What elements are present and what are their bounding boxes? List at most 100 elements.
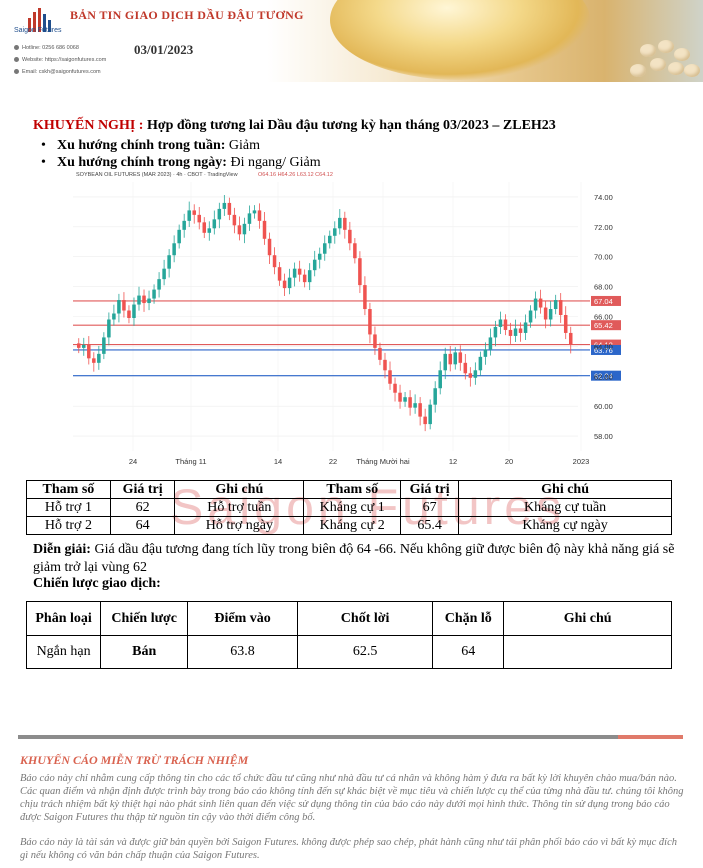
weekly-trend: Xu hướng chính trong tuần: Giảm <box>41 138 260 154</box>
candle-body <box>152 289 156 299</box>
candle-body <box>257 210 262 221</box>
candle-body <box>378 347 382 360</box>
levels-cell: 62 <box>109 498 176 517</box>
candle-body <box>222 202 227 209</box>
candle-body <box>333 228 337 236</box>
candle-body <box>102 337 106 354</box>
x-tick-label: 12 <box>449 457 457 466</box>
candle-body <box>322 243 327 254</box>
levels-cell: Kháng cự 2 <box>303 516 402 535</box>
chart-x-axis: 24 Tháng 11 14 22 Tháng Mười hai 12 20 2023 <box>129 457 590 466</box>
strategy-header-row: Phân loại Chiến lược Điểm vào Chốt lời Chặn … <box>25 601 672 636</box>
strategy-title: Chiến lược giao dịch: <box>33 576 161 591</box>
candle-body <box>317 253 322 260</box>
candle-body <box>92 358 96 363</box>
candle-body <box>423 416 427 425</box>
level-label: 65.42 <box>594 321 613 330</box>
levels-cell: Hỗ trợ 1 <box>26 498 111 517</box>
candle-body <box>503 319 508 330</box>
levels-cell: 64 <box>109 516 176 535</box>
candle-body <box>408 397 412 408</box>
recommendation-heading: KHUYẾN NGHỊ : Hợp đồng tương lai Dầu đậu… <box>33 118 556 134</box>
level-tag <box>591 320 621 331</box>
candle-body <box>82 344 86 348</box>
candle-body <box>187 210 191 221</box>
candle-body <box>383 359 387 371</box>
candle-body <box>77 343 81 348</box>
candle-body <box>112 313 116 320</box>
strategy-table: Phân loại Chiến lược Điểm vào Chốt lời Chặn … <box>25 601 672 669</box>
candle-body <box>292 268 297 278</box>
website-text: Website: https://saigonfutures.com <box>22 57 107 63</box>
levels-header-cell: Giá trị <box>400 480 460 499</box>
explanation-label: Diễn giải: <box>33 542 91 557</box>
candle-body <box>553 300 558 310</box>
daily-trend-value: Đi ngang/ Giảm <box>230 155 321 170</box>
candle-body <box>137 295 141 305</box>
candle-body <box>488 337 493 350</box>
candle-body <box>348 229 352 244</box>
email-text: Email: cskh@saigonfutures.com <box>22 69 101 75</box>
strategy-cell: 64 <box>432 635 505 669</box>
explanation-text: Giá dầu đậu tương đang tích lũy trong bi… <box>33 542 675 575</box>
candle-body <box>458 352 463 363</box>
candle-body <box>403 397 407 402</box>
candle-body <box>508 329 513 336</box>
candle-body <box>368 309 372 335</box>
y-tick-label: 60.00 <box>594 402 613 411</box>
weekly-trend-label: Xu hướng chính trong tuần: <box>57 138 226 153</box>
levels-cell: Kháng cự ngày <box>458 516 672 535</box>
levels-header-row: Tham số Giá trị Ghi chú Tham số Giá trị Ghi c… <box>26 480 672 499</box>
strategy-cell: 63.8 <box>187 635 298 669</box>
candle-body <box>528 310 533 323</box>
candle-body <box>513 328 518 336</box>
strategy-cell: Bán <box>100 635 189 669</box>
soybeans-image <box>600 34 700 82</box>
level-tag <box>591 339 621 350</box>
disclaimer-title: KHUYẾN CÁO MIỄN TRỪ TRÁCH NHIỆM <box>20 753 249 767</box>
candle-body <box>142 295 146 304</box>
x-tick-label: 24 <box>129 457 137 466</box>
strategy-row: Ngắn hạn Bán 63.8 62.5 64 <box>25 635 672 669</box>
candle-body <box>272 255 277 268</box>
candle-body <box>242 223 247 235</box>
level-tag <box>591 344 621 355</box>
candle-body <box>543 307 548 320</box>
candle-body <box>97 353 101 363</box>
candle-body <box>398 392 402 402</box>
y-tick-label: 70.00 <box>594 253 613 262</box>
levels-cell: Hỗ trợ 2 <box>26 516 111 535</box>
recommendation-label: KHUYẾN NGHỊ : <box>33 118 144 133</box>
candle-body <box>177 229 181 244</box>
contract-name: Hợp đồng tương lai Dầu đậu tương kỳ hạn … <box>146 118 556 133</box>
candle-body <box>162 268 166 280</box>
email-line: Email: cskh@saigonfutures.com <box>14 69 101 75</box>
candle-body <box>338 217 342 229</box>
candle-body <box>302 274 307 283</box>
y-tick-label: 62.00 <box>594 372 613 381</box>
level-label: 67.04 <box>594 297 613 306</box>
x-tick-label: Tháng Mười hai <box>356 457 410 466</box>
levels-cell: Kháng cự 1 <box>303 498 402 517</box>
candle-body <box>448 353 453 365</box>
levels-row: Hỗ trợ 1 62 Hỗ trợ tuần Kháng cự 1 67 Kháng c… <box>26 498 672 517</box>
footer-rule-accent <box>618 735 683 739</box>
candle-body <box>518 328 523 333</box>
candle-body <box>262 220 267 239</box>
candle-body <box>212 219 217 229</box>
phone-icon <box>14 45 19 51</box>
candle-body <box>393 383 397 393</box>
strategy-cell: 62.5 <box>296 635 434 669</box>
strategy-header-cell: Ghi chú <box>503 601 672 636</box>
candle-body <box>413 403 417 408</box>
chart-y-axis: 58.00 60.00 62.00 64.00 66.00 68.00 70.00 72.00… <box>594 193 613 441</box>
logo-text: Saigon Futures <box>14 27 62 34</box>
candle-body <box>297 268 302 275</box>
candle-body <box>252 210 257 214</box>
candle-body <box>328 235 332 244</box>
candle-body <box>132 304 136 318</box>
levels-cell: Hỗ trợ ngày <box>174 516 305 535</box>
candle-body <box>307 270 312 283</box>
candle-body <box>363 285 367 310</box>
